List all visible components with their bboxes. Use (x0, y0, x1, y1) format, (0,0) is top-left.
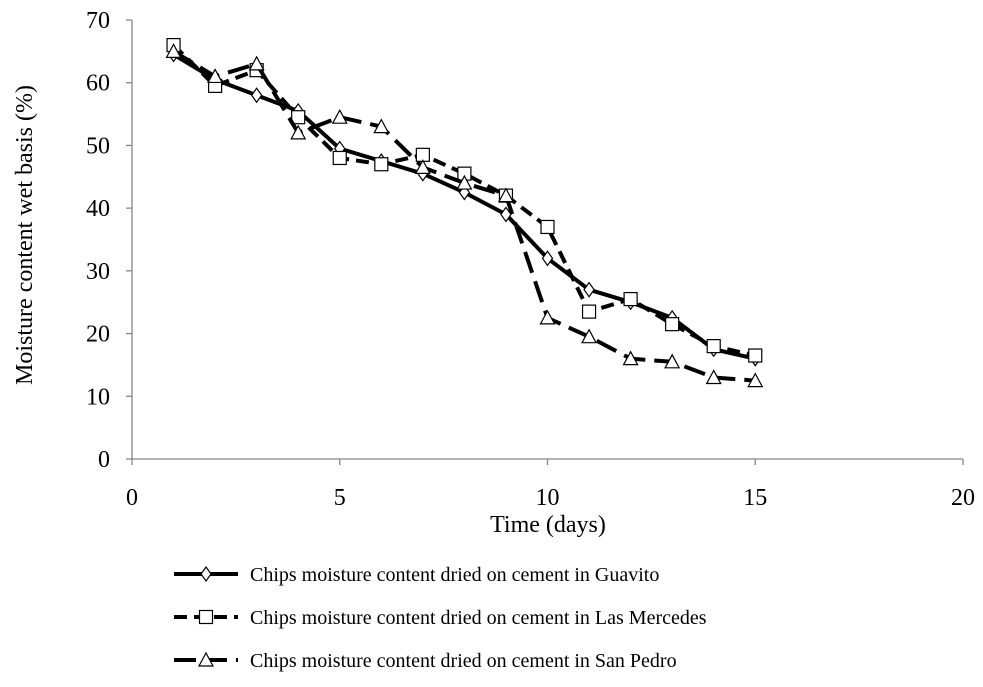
series-3-point (207, 68, 224, 84)
series-1-point (250, 87, 263, 104)
x-tick-label: 0 (126, 485, 138, 511)
series-3-point (331, 108, 348, 124)
series-2-point (665, 317, 680, 332)
series-2-line (172, 43, 756, 358)
series-2-point (374, 157, 389, 172)
legend: Chips moisture content dried on cement i… (174, 564, 707, 672)
series-3-point (705, 369, 722, 385)
series-1-point (458, 184, 471, 201)
series-3-point (165, 43, 182, 58)
series-3-point (456, 174, 473, 190)
series-2 (166, 37, 763, 363)
x-axis-title: Time (days) (490, 512, 606, 538)
legend-item-2: Chips moisture content dried on cement i… (174, 607, 707, 629)
legend-marker-3 (197, 651, 215, 667)
y-tick-label: 50 (86, 133, 110, 159)
legend-item-3: Chips moisture content dried on cement i… (174, 650, 677, 672)
series-1-point (583, 281, 595, 298)
series-2-point (748, 348, 763, 363)
series-3-point (539, 309, 556, 325)
series-2-point (581, 304, 597, 319)
series-2-point (706, 339, 721, 354)
x-tick-label: 5 (334, 485, 346, 511)
x-tick-label: 10 (536, 485, 560, 511)
series-3-point (622, 350, 639, 366)
y-tick-label: 40 (86, 196, 110, 222)
series-2-point (540, 219, 555, 235)
series-3-point (414, 159, 431, 174)
series-2-point (332, 150, 347, 166)
series-3-point (664, 353, 681, 369)
series-3-point (290, 124, 307, 140)
series-2-point (623, 291, 638, 307)
y-tick-label: 10 (86, 384, 110, 410)
y-axis-title: Moisture content wet basis (%) (12, 85, 38, 385)
x-tick-label: 15 (743, 485, 767, 511)
series-1-point (541, 250, 554, 267)
legend-marker-1 (200, 565, 212, 583)
legend-label-2: Chips moisture content dried on cement i… (250, 607, 707, 629)
series-1-line (172, 52, 756, 361)
series-1-point (500, 206, 512, 223)
x-tick-label: 20 (951, 485, 975, 511)
series-3-point (747, 372, 764, 388)
legend-label-3: Chips moisture content dried on cement i… (250, 650, 677, 672)
y-tick-label: 0 (98, 447, 110, 473)
series-3-point (373, 118, 390, 134)
y-tick-label: 60 (86, 71, 110, 97)
y-tick-label: 20 (86, 322, 110, 348)
series-3-point (248, 55, 265, 71)
series-2-point (291, 110, 306, 125)
y-tick-label: 30 (86, 259, 110, 285)
series-3 (165, 43, 764, 388)
legend-item-1: Chips moisture content dried on cement i… (174, 564, 659, 586)
legend-label-1: Chips moisture content dried on cement i… (250, 564, 659, 586)
series-3-point (497, 187, 514, 203)
series-3-point (581, 328, 598, 344)
plot-area (165, 37, 764, 388)
legend-marker-2 (198, 609, 214, 625)
axes: 0 10 20 30 40 50 60 70 0 5 10 15 20 (86, 8, 975, 511)
y-tick-label: 70 (86, 8, 110, 34)
